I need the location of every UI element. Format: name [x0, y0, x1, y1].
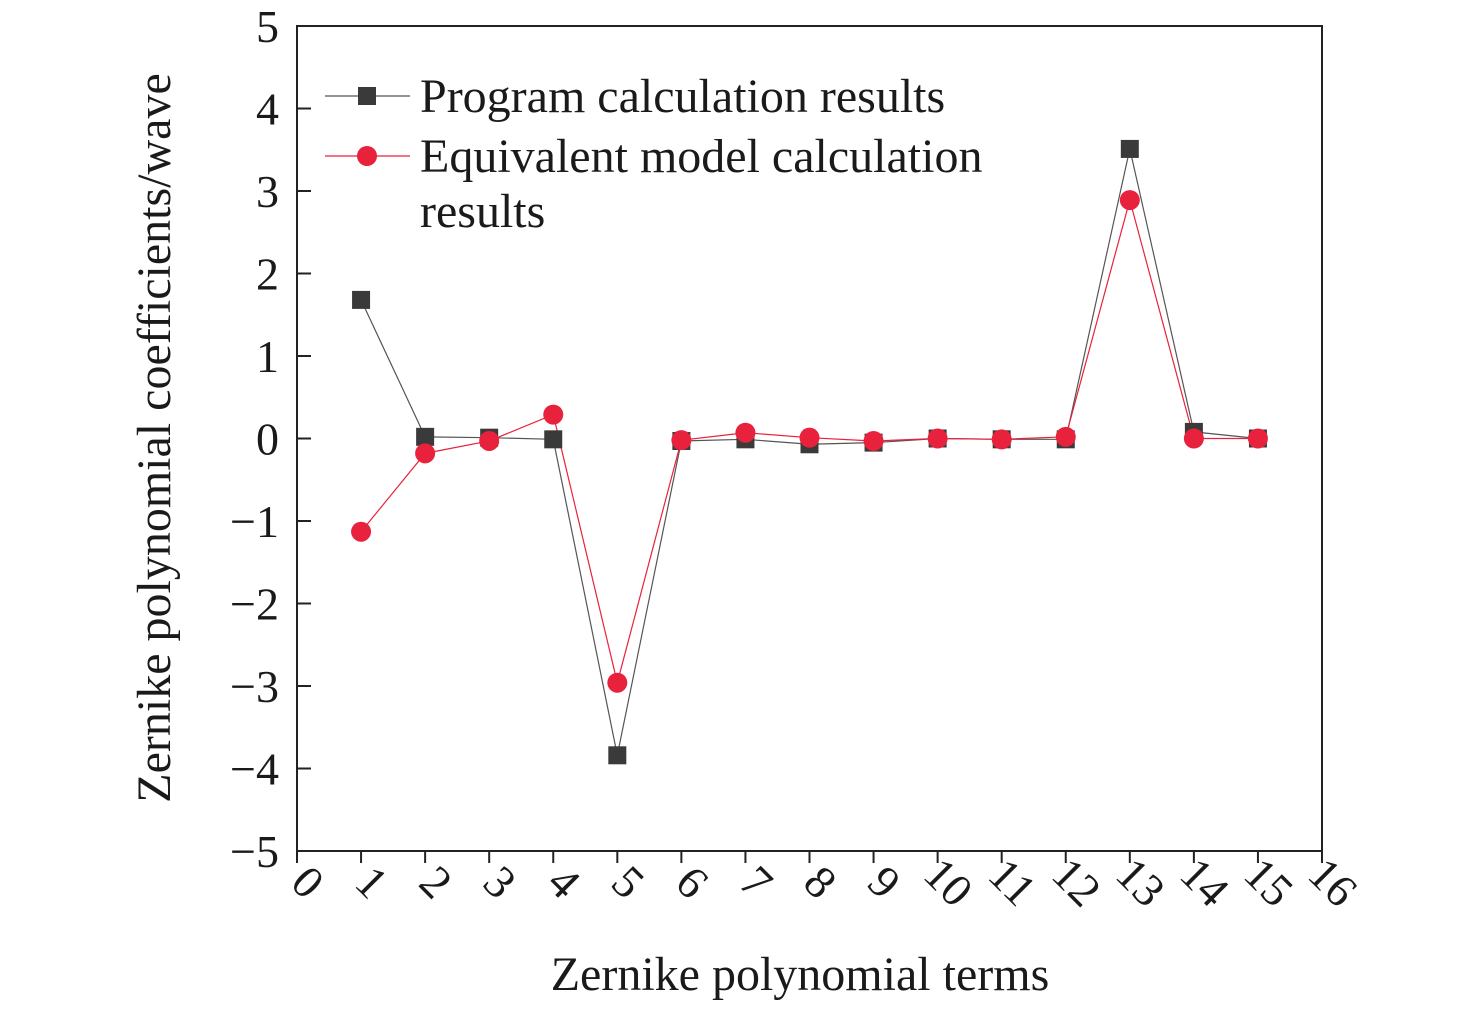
y-tick-label: −4 [230, 744, 279, 795]
data-point-series-1 [1120, 139, 1139, 158]
x-tick-label: 16 [1299, 848, 1368, 917]
series-markers [351, 139, 1268, 765]
y-tick-label: 5 [256, 1, 279, 52]
y-tick-label: 2 [256, 249, 279, 300]
x-tick-label: 2 [410, 856, 462, 908]
data-point-series-2 [415, 443, 436, 464]
data-point-series-1 [352, 290, 371, 309]
data-point-series-2 [543, 404, 564, 425]
y-tick-label: −2 [230, 579, 279, 630]
x-tick-label: 5 [602, 856, 654, 908]
data-point-series-2 [607, 672, 628, 693]
x-tick-label: 3 [474, 856, 526, 908]
legend: Program calculation results Equivalent mo… [325, 70, 982, 238]
data-point-series-2 [351, 521, 372, 542]
legend-label-2: results [420, 185, 545, 238]
legend-label-2: Equivalent model calculation [420, 130, 982, 183]
legend-marker-2 [357, 146, 377, 166]
x-tick-label: 11 [979, 848, 1046, 915]
data-point-series-2 [1055, 426, 1076, 447]
y-tick-label: −1 [230, 496, 279, 547]
x-tick-label: 8 [794, 856, 846, 908]
x-axis-label: Zernike polynomial terms [551, 948, 1050, 1001]
y-tick-label: −5 [230, 826, 279, 877]
x-tick-label: 12 [1042, 848, 1111, 917]
data-point-series-2 [479, 430, 500, 451]
data-point-series-2 [991, 429, 1012, 450]
data-point-series-1 [544, 430, 563, 449]
y-tick-label: 4 [256, 84, 279, 135]
x-tick-label: 6 [666, 856, 718, 908]
x-tick-label: 10 [914, 848, 983, 917]
x-tick-label: 14 [1171, 848, 1240, 917]
x-tick-label: 7 [730, 856, 782, 908]
data-point-series-2 [863, 430, 884, 451]
x-tick-label: 13 [1106, 848, 1175, 917]
legend-marker-1 [358, 87, 376, 105]
data-point-series-1 [608, 746, 627, 765]
x-tick-label: 4 [538, 856, 590, 908]
x-tick-label: 15 [1235, 848, 1304, 917]
data-point-series-2 [927, 428, 948, 449]
y-tick-label: −3 [230, 661, 279, 712]
legend-label-1: Program calculation results [420, 70, 945, 123]
data-point-series-2 [799, 427, 820, 448]
x-tick-label: 1 [346, 856, 398, 908]
data-point-series-2 [1247, 428, 1268, 449]
x-tick-label: 0 [282, 856, 334, 908]
data-point-series-2 [671, 430, 692, 451]
data-point-series-1 [416, 427, 435, 446]
data-point-series-2 [1119, 190, 1140, 211]
data-point-series-2 [1183, 428, 1204, 449]
y-tick-label: 3 [256, 166, 279, 217]
y-tick-label: 0 [256, 414, 279, 465]
x-tick-label: 9 [858, 856, 910, 908]
y-tick-label: 1 [256, 331, 279, 382]
data-point-series-2 [735, 422, 756, 443]
y-axis-label: Zernike polynomial coefficients/wave [128, 73, 181, 803]
